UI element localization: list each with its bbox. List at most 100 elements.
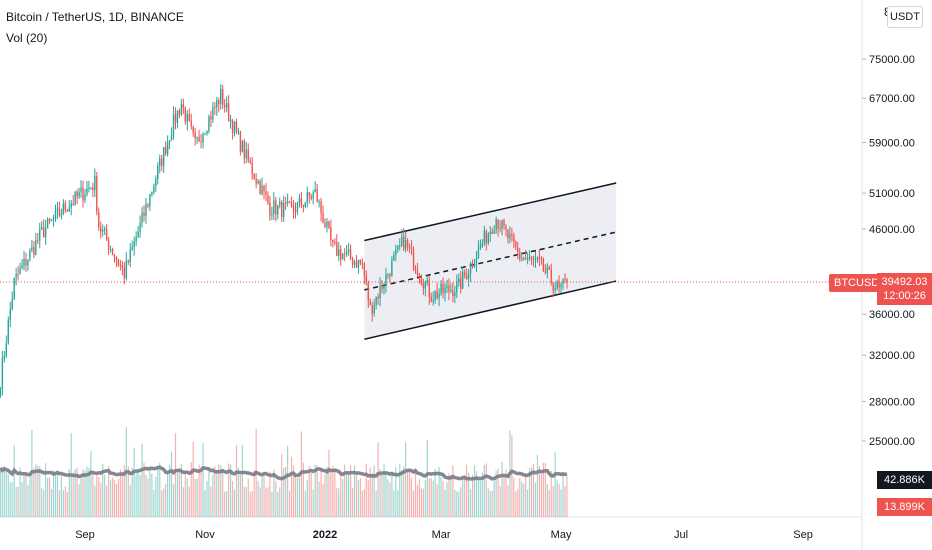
- candle-body: [554, 288, 556, 291]
- volume-bar: [287, 445, 289, 517]
- volume-bar: [405, 442, 407, 517]
- volume-bar: [1, 472, 3, 517]
- volume-bar: [231, 481, 234, 517]
- candle-body: [249, 160, 251, 163]
- volume-bar: [157, 465, 159, 517]
- volume-bar: [517, 489, 519, 517]
- volume-bar: [464, 474, 466, 517]
- candle-body: [493, 230, 495, 234]
- volume-bar: [363, 489, 365, 517]
- candle-body: [548, 267, 550, 270]
- currency-button[interactable]: USDT: [887, 6, 923, 28]
- volume-bar: [113, 479, 116, 517]
- volume-bar: [165, 483, 167, 517]
- volume-bar: [182, 487, 184, 517]
- volume-bar: [420, 488, 422, 517]
- candle-body: [273, 200, 275, 215]
- volume-bar: [493, 480, 495, 517]
- volume-bar: [127, 466, 129, 517]
- candle-body: [489, 231, 491, 234]
- volume-bars: [0, 427, 568, 517]
- volume-bar: [426, 440, 428, 517]
- candle-body: [25, 258, 27, 266]
- candle-body: [373, 304, 375, 314]
- candle-body: [64, 203, 67, 210]
- candle-body: [44, 228, 47, 238]
- volume-bar: [310, 472, 312, 517]
- candle-body: [534, 259, 537, 261]
- volume-bar: [257, 481, 259, 517]
- volume-bar: [408, 467, 411, 517]
- volume-bar: [375, 490, 377, 517]
- volume-bar: [149, 468, 151, 517]
- volume-bar: [381, 471, 383, 517]
- volume-bar: [294, 475, 297, 517]
- candle-body: [54, 210, 57, 219]
- volume-bar: [353, 465, 356, 517]
- volume-bar: [521, 481, 523, 517]
- volume-bar: [454, 489, 456, 517]
- volume-bar: [243, 486, 245, 517]
- price-tick-label: 36000.00: [869, 309, 915, 321]
- candle-body: [395, 249, 397, 256]
- candle-body: [33, 246, 35, 255]
- volume-bar: [324, 474, 326, 517]
- volume-bar: [304, 490, 306, 517]
- symbol-price-tag: BTCUSDT: [829, 274, 891, 292]
- candle-body: [176, 110, 179, 124]
- candle-body: [5, 343, 8, 356]
- candle-body: [560, 284, 562, 288]
- candle-body: [74, 191, 76, 205]
- volume-bar: [121, 471, 123, 517]
- candle-body: [245, 149, 248, 159]
- candle-body: [528, 256, 531, 259]
- candle-body: [562, 278, 564, 285]
- volume-bar: [86, 466, 88, 517]
- candle-body: [483, 230, 486, 244]
- volume-bar: [72, 472, 74, 517]
- candle-body: [505, 225, 507, 230]
- volume-bar: [477, 477, 480, 517]
- candle-body: [98, 211, 100, 228]
- volume-bar: [155, 476, 157, 517]
- candle-body: [164, 147, 167, 154]
- volume-bar: [308, 465, 310, 517]
- candle-body: [52, 218, 55, 220]
- candle-body: [72, 203, 74, 205]
- candle-body: [456, 281, 458, 293]
- candle-body: [428, 279, 430, 297]
- volume-bar: [391, 472, 393, 517]
- candle-body: [408, 246, 411, 249]
- candle-body: [416, 270, 419, 276]
- volume-bar: [194, 478, 196, 517]
- candle-body: [161, 158, 163, 166]
- candle-body: [542, 258, 545, 272]
- time-tick-label: Jul: [674, 529, 688, 541]
- candle-body: [13, 277, 15, 299]
- candle-body: [414, 268, 417, 271]
- candle-body: [223, 105, 226, 108]
- volume-bar: [377, 442, 379, 517]
- volume-bar: [349, 465, 352, 517]
- volume-bar: [163, 488, 165, 517]
- candle-body: [113, 254, 116, 258]
- candle-body: [485, 230, 488, 244]
- candle-body: [422, 283, 425, 289]
- channel-lower-line: [364, 280, 617, 340]
- candle-body: [458, 278, 460, 282]
- time-tick-label: Mar: [432, 529, 451, 541]
- candle-body: [196, 137, 198, 139]
- volume-bar: [277, 491, 279, 517]
- volume-ma-badge: 42.886K: [877, 471, 932, 489]
- candle-body: [481, 243, 484, 246]
- volume-bar: [550, 471, 552, 517]
- candle-body: [393, 255, 395, 261]
- candle-body: [271, 214, 273, 216]
- candle-body: [269, 202, 271, 216]
- candle-body: [220, 89, 222, 105]
- volume-bar: [312, 489, 314, 517]
- candle-body: [401, 236, 403, 246]
- volume-bar: [100, 483, 102, 517]
- volume-bar: [546, 483, 548, 517]
